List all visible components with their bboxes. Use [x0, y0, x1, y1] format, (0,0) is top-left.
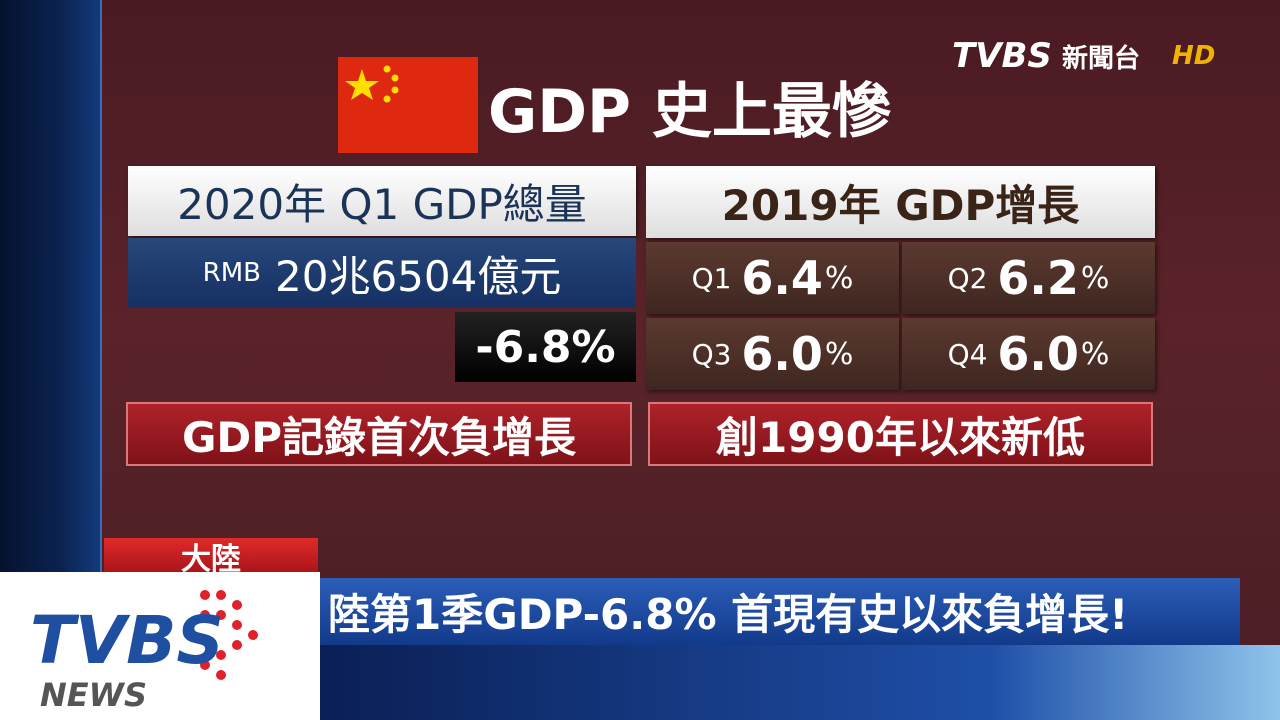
quarter-label: Q4 — [947, 337, 988, 371]
brand-logo: TVBS — [30, 602, 224, 679]
brand-panel: TVBS NEWS — [0, 572, 320, 720]
quarter-cell: Q4 6.0% — [902, 318, 1155, 390]
growth: -6.8% — [455, 312, 636, 382]
quarter-label: Q3 — [691, 337, 732, 371]
quarter-label: Q1 — [691, 261, 732, 295]
quarter-value: 6.0 — [997, 327, 1079, 381]
right-header: 2019年 GDP增長 — [646, 166, 1155, 238]
currency: RMB — [202, 258, 261, 288]
quarter-cell: Q1 6.4% — [646, 242, 899, 314]
ticker-base — [320, 645, 1280, 720]
brand-sub: NEWS — [40, 676, 147, 714]
quarter-unit: % — [824, 336, 854, 372]
ticker-headline: 陸第1季GDP-6.8% 首現有史以來負增長! — [320, 578, 1240, 645]
quarter-unit: % — [824, 260, 854, 296]
hd-badge: HD — [1172, 41, 1216, 71]
quarter-unit: % — [1080, 336, 1110, 372]
quarter-value: 6.0 — [741, 327, 823, 381]
left-header: 2020年 Q1 GDP總量 — [128, 166, 636, 236]
dot-pattern — [200, 590, 258, 680]
quarter-label: Q2 — [947, 261, 988, 295]
quarter-value: 6.4 — [741, 251, 823, 305]
quarter-value: 6.2 — [997, 251, 1079, 305]
quarter-unit: % — [1080, 260, 1110, 296]
china-flag — [338, 57, 478, 153]
quarter-cell: Q3 6.0% — [646, 318, 899, 390]
ticker-tag: 大陸 — [104, 538, 318, 577]
title: GDP 史上最慘 — [488, 76, 892, 147]
channel-name: 新聞台 — [1062, 43, 1141, 74]
left-note: GDP記錄首次負增長 — [126, 402, 632, 466]
amount: 20兆6504億元 — [275, 251, 562, 301]
right-note: 創1990年以來新低 — [648, 402, 1153, 466]
amount-box: RMB 20兆6504億元 — [128, 238, 636, 308]
quarter-cell: Q2 6.2% — [902, 242, 1155, 314]
channel-logo: TVBS — [952, 36, 1052, 76]
